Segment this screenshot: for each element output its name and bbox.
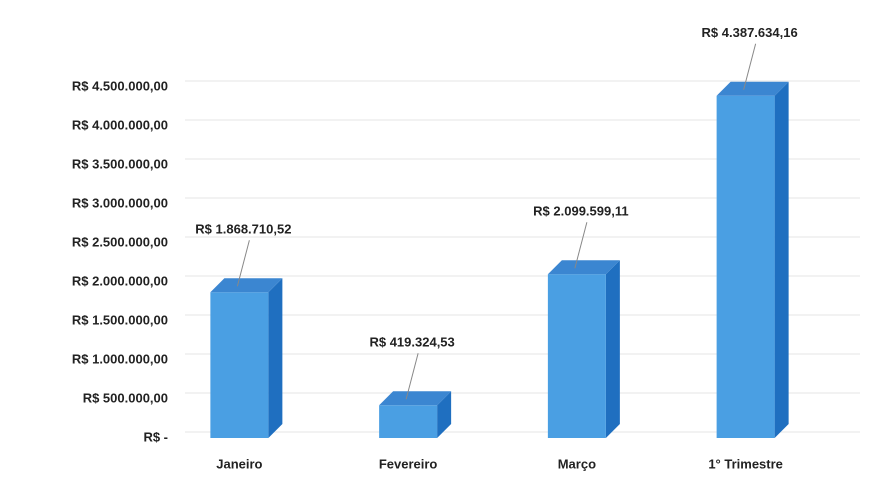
bar-top xyxy=(379,391,452,406)
bar-group xyxy=(547,260,620,438)
leader-line xyxy=(743,43,757,90)
bar xyxy=(547,274,606,438)
x-tick-label: Fevereiro xyxy=(379,456,438,471)
x-tick-label: Março xyxy=(558,456,596,471)
bar-top xyxy=(547,260,620,275)
value-label: R$ 419.324,53 xyxy=(369,335,454,350)
bar xyxy=(716,95,775,439)
bar-group xyxy=(210,278,283,438)
y-tick-label: R$ 3.500.000,00 xyxy=(72,156,168,171)
y-tick-label: R$ 1.000.000,00 xyxy=(72,351,168,366)
bar-side xyxy=(437,391,452,438)
value-label: R$ 1.868.710,52 xyxy=(195,222,291,237)
y-tick-label: R$ 500.000,00 xyxy=(83,390,168,405)
bar xyxy=(210,292,269,438)
x-tick-label: Janeiro xyxy=(216,456,262,471)
y-tick-label: R$ 3.000.000,00 xyxy=(72,195,168,210)
x-tick-label: 1° Trimestre xyxy=(708,456,783,471)
leader-line xyxy=(574,222,588,269)
bar-top xyxy=(210,278,283,293)
y-tick-label: R$ 1.500.000,00 xyxy=(72,312,168,327)
y-tick-label: R$ 4.500.000,00 xyxy=(72,78,168,93)
y-tick-label: R$ 2.500.000,00 xyxy=(72,234,168,249)
value-label: R$ 4.387.634,16 xyxy=(702,25,798,40)
bar-group xyxy=(716,81,789,439)
leader-line xyxy=(236,240,250,287)
value-label: R$ 2.099.599,11 xyxy=(533,204,628,219)
bar-group xyxy=(379,391,452,438)
bar-top xyxy=(716,81,789,96)
y-tick-label: R$ 4.000.000,00 xyxy=(72,117,168,132)
y-tick-label: R$ 2.000.000,00 xyxy=(72,273,168,288)
y-tick-label: R$ - xyxy=(143,429,168,444)
bar-side xyxy=(605,260,620,438)
bar-side xyxy=(268,278,283,438)
bar-side xyxy=(774,81,789,439)
leader-line xyxy=(405,353,419,400)
bar xyxy=(379,405,438,438)
